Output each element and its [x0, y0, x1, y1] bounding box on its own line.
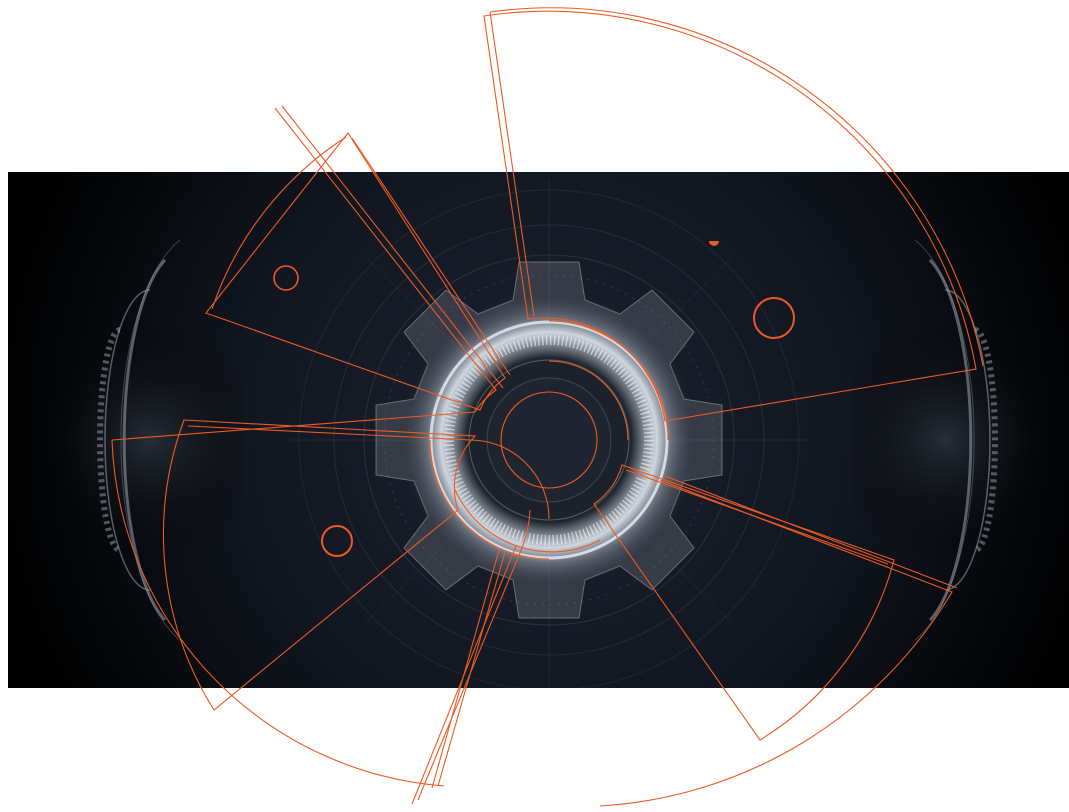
sector-left-middle: [162, 419, 477, 711]
core-ring: [500, 391, 598, 489]
sector-top-large: [483, 10, 977, 422]
accent-circle-small-left: [273, 265, 299, 291]
accent-circle-lower-left: [321, 525, 353, 557]
sector-lower-right-outer: [599, 479, 953, 807]
hud-background: [55, 180, 1040, 688]
left-hud-ring: [97, 239, 181, 641]
sector-lower-right: [593, 464, 895, 741]
accent-dot: [709, 241, 719, 246]
accent-circle-right: [753, 297, 795, 339]
sector-upper-left-inner: [205, 132, 506, 411]
orange-wireframe-overlay: [111, 7, 984, 807]
